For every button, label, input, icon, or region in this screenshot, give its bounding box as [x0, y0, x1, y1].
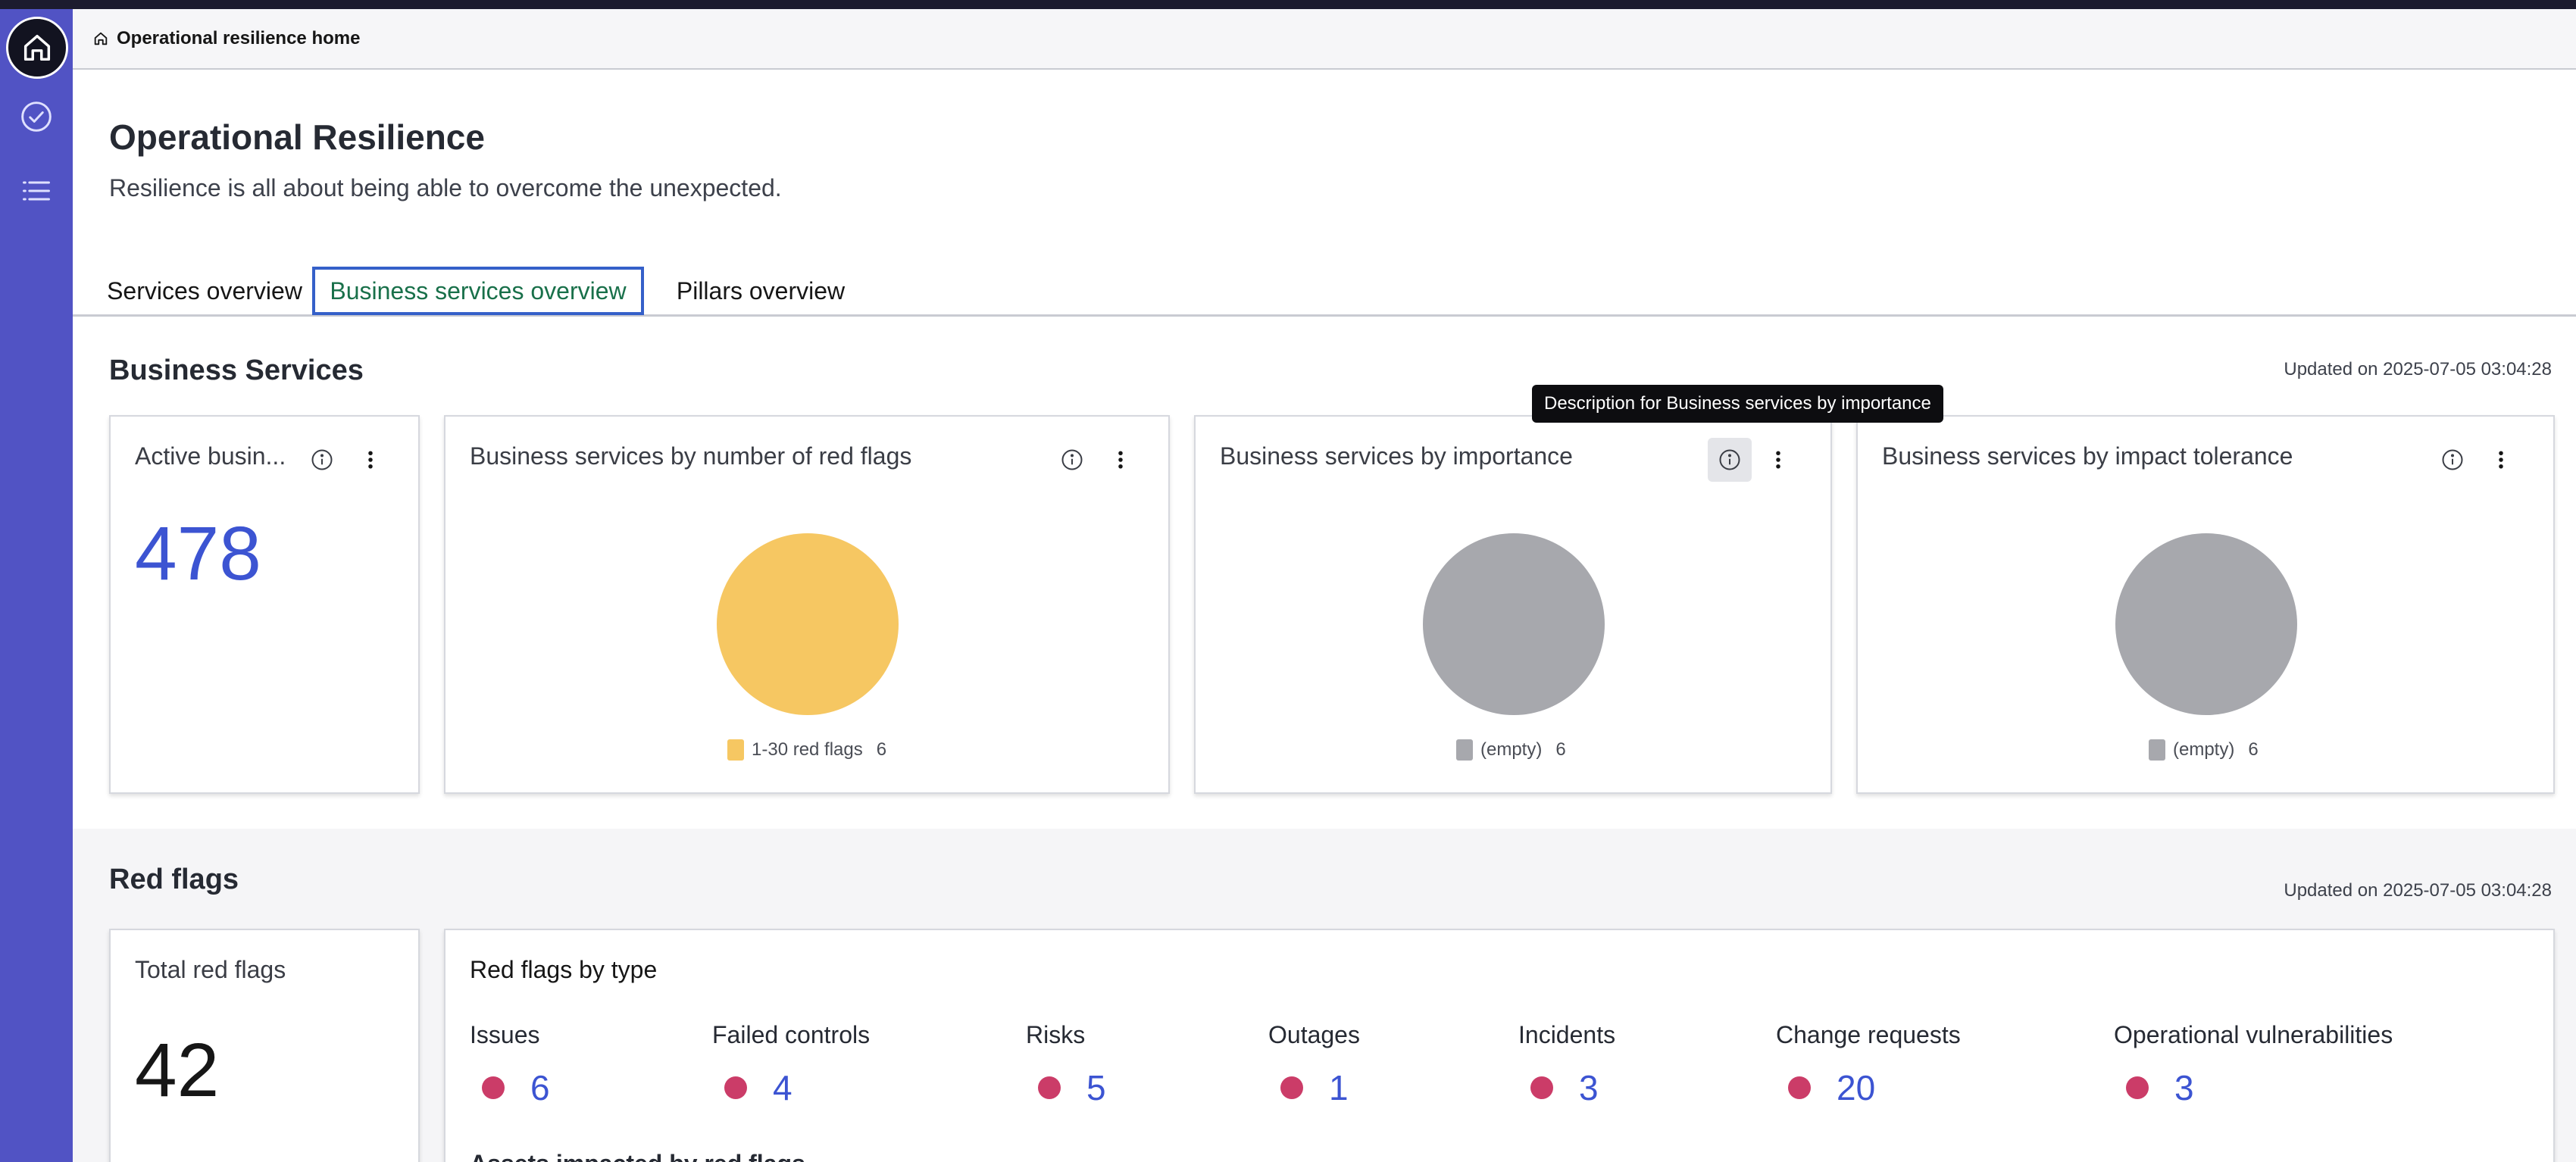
list-nav-button[interactable] — [18, 173, 55, 209]
tab-pillars-overview[interactable]: Pillars overview — [676, 276, 846, 305]
tab-bar: Services overview Business services over… — [73, 265, 2576, 317]
total-red-flags-count[interactable]: 42 — [135, 1028, 220, 1113]
red-flag-type-count[interactable]: 4 — [773, 1068, 792, 1107]
red-flags-chart-card: Business services by number of red flags… — [444, 415, 1170, 794]
info-button[interactable] — [300, 438, 344, 482]
card-title: Business services by impact tolerance — [1882, 442, 2293, 470]
total-red-flags-card: Total red flags 42 — [109, 929, 420, 1162]
more-options-button[interactable] — [2479, 438, 2523, 482]
red-flag-type-label: Failed controls — [712, 1021, 871, 1048]
home-button[interactable] — [6, 17, 68, 79]
page-subtitle: Resilience is all about being able to ov… — [109, 174, 782, 201]
active-services-count[interactable]: 478 — [135, 511, 261, 596]
red-flag-type-label: Outages — [1268, 1021, 1360, 1048]
flag-dot — [1038, 1076, 1061, 1099]
card-title: Active busin... — [135, 442, 286, 470]
updated-timestamp: Updated on 2025-07-05 03:04:28 — [2284, 359, 2552, 380]
legend-swatch — [2149, 739, 2165, 761]
updated-timestamp: Updated on 2025-07-05 03:04:28 — [2284, 880, 2552, 901]
red-flag-type-label: Operational vulnerabilities — [2114, 1021, 2393, 1048]
legend-label: (empty) — [1480, 739, 1543, 760]
red-flag-type-label: Risks — [1026, 1021, 1086, 1048]
card-title: Total red flags — [135, 956, 286, 983]
more-options-button[interactable] — [349, 438, 392, 482]
red-flag-type-operational-vulnerabilities[interactable]: Operational vulnerabilities 3 — [2114, 1021, 2393, 1108]
flag-dot — [1788, 1076, 1811, 1099]
active-business-services-card: Active busin... 478 — [109, 415, 420, 794]
red-flag-type-count[interactable]: 1 — [1329, 1068, 1349, 1107]
red-flag-type-risks[interactable]: Risks 5 — [1026, 1021, 1106, 1108]
chart-legend[interactable]: (empty) 6 — [2149, 739, 2259, 761]
pie-slice-empty[interactable] — [1423, 533, 1605, 715]
more-options-button[interactable] — [1099, 438, 1143, 482]
info-tooltip: Description for Business services by imp… — [1532, 385, 1943, 423]
importance-chart-card: Business services by importance (empty) … — [1194, 415, 1832, 794]
flag-dot — [2126, 1076, 2149, 1099]
info-icon — [2442, 449, 2463, 470]
page-title: Operational Resilience — [109, 117, 485, 157]
red-flag-type-label: Issues — [470, 1021, 540, 1048]
legend-label: (empty) — [2173, 739, 2235, 760]
legend-count: 6 — [2248, 739, 2259, 760]
check-circle-icon — [21, 102, 52, 132]
info-button[interactable] — [2431, 438, 2474, 482]
red-flag-type-change-requests[interactable]: Change requests 20 — [1776, 1021, 1961, 1108]
home-icon — [94, 32, 108, 45]
flag-dot — [1280, 1076, 1303, 1099]
business-services-section: Business Services Updated on 2025-07-05 … — [73, 317, 2576, 829]
flag-dot — [482, 1076, 505, 1099]
card-title: Business services by number of red flags — [470, 442, 912, 470]
breadcrumb-home-link[interactable]: Operational resilience home — [117, 28, 361, 48]
info-icon — [1719, 449, 1740, 470]
card-title: Business services by importance — [1220, 442, 1573, 470]
red-flag-type-outages[interactable]: Outages 1 — [1268, 1021, 1360, 1108]
more-vertical-icon — [1776, 451, 1780, 469]
impact-tolerance-chart-card: Business services by impact tolerance (e… — [1856, 415, 2555, 794]
red-flags-by-type-card: Red flags by type Issues 6 Failed contro… — [444, 929, 2555, 1162]
info-icon — [1061, 449, 1083, 470]
flag-dot — [1530, 1076, 1553, 1099]
breadcrumb: Operational resilience home — [73, 9, 2576, 70]
red-flag-type-failed-controls[interactable]: Failed controls 4 — [712, 1021, 870, 1108]
red-flag-type-count[interactable]: 6 — [530, 1068, 550, 1107]
info-icon — [311, 449, 333, 470]
home-icon — [23, 34, 51, 61]
red-flag-type-count[interactable]: 3 — [2174, 1068, 2194, 1107]
red-flag-type-count[interactable]: 5 — [1086, 1068, 1106, 1107]
legend-count: 6 — [1555, 739, 1566, 760]
pie-slice-empty[interactable] — [2115, 533, 2297, 715]
side-navigation — [0, 9, 73, 1162]
legend-label: 1-30 red flags — [752, 739, 863, 760]
legend-count: 6 — [876, 739, 887, 760]
red-flag-type-issues[interactable]: Issues 6 — [470, 1021, 550, 1108]
pie-slice-1-30-red-flags[interactable] — [717, 533, 899, 715]
red-flag-type-incidents[interactable]: Incidents 3 — [1518, 1021, 1615, 1108]
check-circle-nav-button[interactable] — [18, 98, 55, 135]
red-flag-type-label: Change requests — [1776, 1021, 1961, 1048]
red-flags-section: Red flags Updated on 2025-07-05 03:04:28… — [73, 829, 2576, 1162]
more-vertical-icon — [2499, 451, 2503, 469]
list-icon — [23, 181, 50, 201]
more-vertical-icon — [1118, 451, 1123, 469]
legend-swatch — [1456, 739, 1473, 761]
section-title: Red flags — [109, 864, 239, 895]
tab-business-services-overview[interactable]: Business services overview — [312, 267, 644, 315]
top-bar — [0, 0, 2576, 9]
info-button[interactable] — [1050, 438, 1094, 482]
tab-services-overview[interactable]: Services overview — [107, 276, 302, 305]
legend-swatch — [727, 739, 744, 761]
red-flag-type-label: Incidents — [1518, 1021, 1616, 1048]
red-flag-type-count[interactable]: 3 — [1579, 1068, 1599, 1107]
assets-impacted-heading: Assets impacted by red flags — [470, 1150, 805, 1162]
red-flag-type-count[interactable]: 20 — [1837, 1068, 1876, 1107]
more-vertical-icon — [368, 451, 373, 469]
info-button[interactable] — [1708, 438, 1752, 482]
card-title: Red flags by type — [470, 956, 658, 983]
more-options-button[interactable] — [1756, 438, 1800, 482]
flag-dot — [724, 1076, 747, 1099]
chart-legend[interactable]: 1-30 red flags 6 — [727, 739, 886, 761]
chart-legend[interactable]: (empty) 6 — [1456, 739, 1566, 761]
section-title: Business Services — [109, 355, 364, 386]
